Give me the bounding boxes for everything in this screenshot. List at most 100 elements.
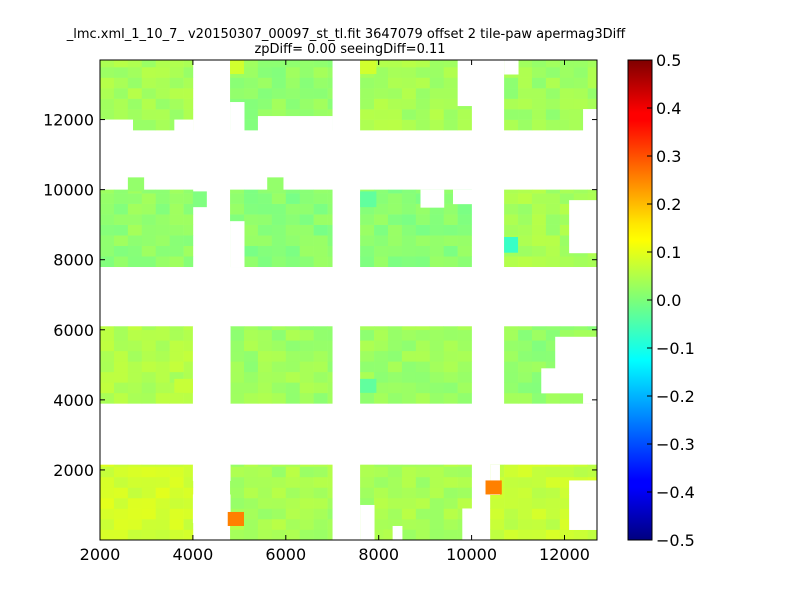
heatmap-cell — [443, 382, 458, 394]
heatmap-cell — [257, 340, 273, 352]
heatmap-cell — [374, 340, 389, 352]
x-tick-label: 8000 — [358, 545, 399, 564]
heatmap-cell — [327, 203, 333, 215]
heatmap-cell — [183, 189, 194, 194]
heatmap-cell — [169, 224, 184, 236]
heatmap-cell — [374, 224, 389, 236]
heatmap-cell — [243, 235, 259, 246]
heatmap-cell — [313, 214, 328, 225]
heatmap-cell — [257, 60, 273, 68]
heatmap-cell — [443, 340, 458, 352]
heatmap-cell — [387, 60, 403, 68]
heatmap-cell — [243, 67, 259, 78]
heatmap-cell — [257, 464, 273, 467]
heatmap-cell — [100, 529, 115, 540]
heatmap-cell — [313, 340, 328, 352]
heatmap-cell — [257, 371, 273, 383]
heatmap-cell — [155, 361, 170, 373]
heatmap-cell — [155, 392, 170, 404]
heatmap-cell — [113, 245, 129, 257]
heatmap-cell — [401, 371, 417, 383]
heatmap-cell — [271, 476, 287, 488]
heatmap-cell — [155, 326, 170, 331]
heatmap-cell — [285, 487, 301, 499]
heatmap-cell — [387, 119, 403, 131]
heatmap-cell — [443, 109, 458, 120]
heatmap-cell — [155, 193, 170, 204]
heatmap-cell — [141, 508, 157, 520]
heatmap-cell — [169, 371, 184, 383]
heatmap-cell — [127, 326, 143, 331]
heatmap-cell — [155, 245, 170, 257]
heatmap-cell — [545, 508, 561, 520]
heatmap-cell — [374, 109, 389, 120]
heatmap-cell — [169, 67, 184, 78]
heatmap-cell — [113, 60, 129, 68]
heatmap-cell — [313, 382, 328, 394]
heatmap-cell — [360, 203, 375, 215]
heatmap-cell — [401, 392, 417, 404]
heatmap-cell — [573, 67, 589, 78]
heatmap-cell — [243, 193, 259, 204]
heatmap-cell — [531, 487, 547, 499]
heatmap-cell — [257, 382, 273, 394]
heatmap-cell — [169, 256, 184, 268]
heatmap-cell — [100, 361, 115, 373]
heatmap-cell — [169, 464, 184, 467]
heatmap-cell-highlight — [360, 191, 377, 208]
heatmap-cell — [183, 497, 194, 509]
heatmap-cell — [257, 245, 273, 257]
heatmap-cell — [230, 466, 245, 478]
heatmap-cell — [141, 382, 157, 394]
heatmap-cell — [169, 60, 184, 68]
heatmap-cell — [327, 60, 333, 68]
heatmap-cell — [230, 361, 245, 373]
heatmap-cell — [518, 329, 533, 341]
heatmap-cell — [490, 518, 505, 530]
heatmap-cell — [415, 497, 431, 509]
heatmap-cell — [127, 119, 143, 131]
heatmap-cell — [183, 109, 194, 120]
heatmap-cell — [387, 476, 403, 488]
empty-cell — [420, 189, 445, 208]
heatmap-cell-highlight — [504, 236, 519, 253]
heatmap-cell — [387, 371, 403, 383]
heatmap-cell — [415, 350, 431, 362]
heatmap-cell — [415, 77, 431, 89]
heatmap-cell — [587, 464, 597, 467]
heatmap-cell — [457, 371, 472, 383]
heatmap-cell — [271, 98, 287, 110]
heatmap-cell — [387, 518, 403, 530]
heatmap-cell — [504, 508, 519, 520]
heatmap-cell — [230, 382, 245, 394]
empty-cell — [360, 504, 375, 540]
heatmap-cell — [457, 476, 472, 488]
heatmap-cell — [327, 193, 333, 204]
heatmap-cell — [443, 67, 458, 78]
heatmap-cell — [531, 382, 547, 394]
heatmap-cell — [100, 476, 115, 488]
heatmap-cell — [518, 350, 533, 362]
heatmap-cell — [545, 487, 561, 499]
heatmap-cell — [141, 371, 157, 383]
heatmap-cell — [360, 256, 375, 268]
plot-background — [100, 60, 597, 540]
heatmap-cell — [313, 518, 328, 530]
heatmap-cell — [230, 340, 245, 352]
heatmap-cell — [374, 256, 389, 268]
heatmap-cell — [141, 88, 157, 99]
heatmap-cell — [559, 109, 575, 120]
heatmap-cell — [257, 361, 273, 373]
heatmap-cell — [545, 224, 561, 236]
heatmap-cell — [113, 382, 129, 394]
heatmap-cell — [457, 329, 472, 341]
heatmap-cell — [443, 371, 458, 383]
heatmap-cell — [100, 508, 115, 520]
heatmap-cell — [504, 340, 519, 352]
heatmap-cell — [285, 326, 301, 331]
heatmap-cell — [387, 98, 403, 110]
heatmap-cell — [271, 193, 287, 204]
heatmap-cell — [230, 476, 245, 488]
heatmap-cell — [327, 88, 333, 99]
heatmap-cell — [183, 224, 194, 236]
